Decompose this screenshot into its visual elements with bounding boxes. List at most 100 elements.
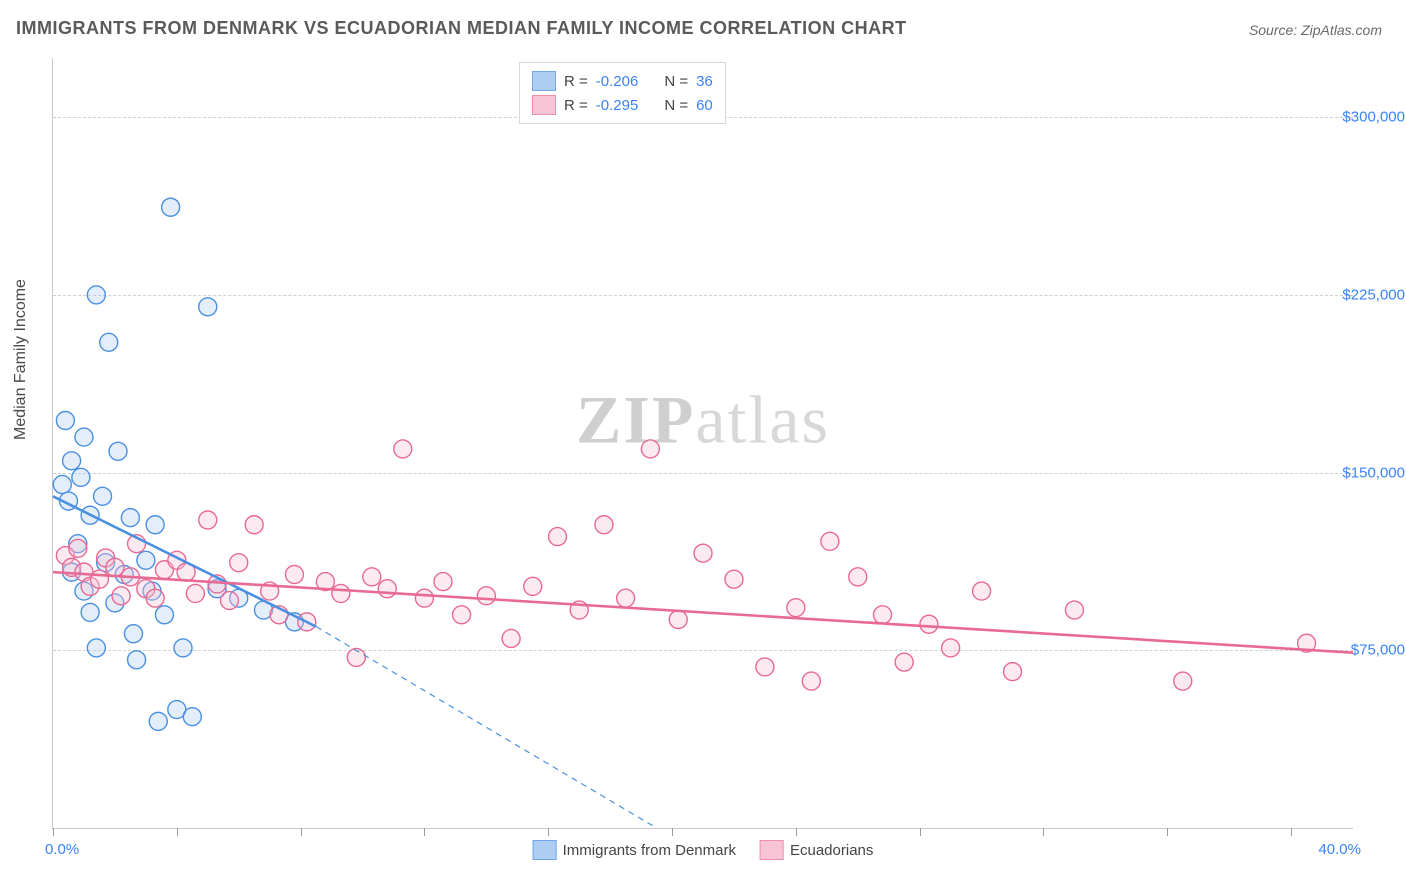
scatter-point [502,629,520,647]
series-legend-label: Ecuadorians [790,842,873,859]
scatter-point [162,198,180,216]
scatter-point [617,589,635,607]
x-axis-tick [548,828,549,836]
series-legend-label: Immigrants from Denmark [563,842,736,859]
scatter-point [53,475,71,493]
legend-swatch-ecuadorian [532,95,556,115]
scatter-point [415,589,433,607]
scatter-point [183,708,201,726]
scatter-point [112,587,130,605]
scatter-point [81,603,99,621]
scatter-point [756,658,774,676]
series-legend: Immigrants from Denmark Ecuadorians [533,840,874,860]
scatter-point [124,625,142,643]
legend-r-value: -0.206 [596,73,639,90]
scatter-point [75,428,93,446]
scatter-point [332,584,350,602]
scatter-point [821,532,839,550]
scatter-point [174,639,192,657]
scatter-point [595,516,613,534]
scatter-point [155,606,173,624]
scatter-point [87,286,105,304]
x-axis-tick [424,828,425,836]
scatter-point [920,615,938,633]
scatter-point [802,672,820,690]
correlation-legend-row: R = -0.295 N = 60 [532,93,713,117]
legend-n-label: N = [664,97,688,114]
scatter-point [669,611,687,629]
legend-n-label: N = [664,73,688,90]
scatter-point [186,584,204,602]
scatter-point [109,442,127,460]
legend-r-label: R = [564,73,588,90]
scatter-point [149,712,167,730]
scatter-svg [53,58,1353,828]
chart-plot-area: ZIPatlas $75,000$150,000$225,000$300,000… [52,58,1353,829]
legend-swatch-ecuadorian [760,840,784,860]
scatter-point [1004,663,1022,681]
scatter-point [121,509,139,527]
scatter-point [106,558,124,576]
x-axis-tick [796,828,797,836]
scatter-point [874,606,892,624]
scatter-point [230,554,248,572]
x-axis-tick [1167,828,1168,836]
x-axis-tick [53,828,54,836]
scatter-point [69,539,87,557]
scatter-point [94,487,112,505]
scatter-point [694,544,712,562]
scatter-point [524,577,542,595]
scatter-point [363,568,381,586]
scatter-point [199,511,217,529]
series-legend-item: Immigrants from Denmark [533,840,736,860]
scatter-point [641,440,659,458]
scatter-point [378,580,396,598]
scatter-point [549,528,567,546]
scatter-point [787,599,805,617]
scatter-point [1065,601,1083,619]
scatter-point [137,551,155,569]
x-axis-tick [672,828,673,836]
x-axis-tick [1043,828,1044,836]
series-legend-item: Ecuadorians [760,840,873,860]
scatter-point [725,570,743,588]
scatter-point [100,333,118,351]
scatter-point [394,440,412,458]
trend-line-extrapolated [316,627,656,828]
x-axis-tick [301,828,302,836]
x-axis-tick [920,828,921,836]
x-axis-tick [177,828,178,836]
scatter-point [87,639,105,657]
x-axis-tick [1291,828,1292,836]
scatter-point [1174,672,1192,690]
scatter-point [199,298,217,316]
scatter-point [942,639,960,657]
source-label: Source: ZipAtlas.com [1249,22,1382,38]
scatter-point [285,565,303,583]
scatter-point [220,592,238,610]
scatter-point [146,589,164,607]
y-axis-title: Median Family Income [12,279,30,440]
legend-n-value: 60 [696,97,713,114]
scatter-point [849,568,867,586]
scatter-point [973,582,991,600]
scatter-point [895,653,913,671]
legend-r-label: R = [564,97,588,114]
scatter-point [347,648,365,666]
scatter-point [477,587,495,605]
scatter-point [434,573,452,591]
chart-title: IMMIGRANTS FROM DENMARK VS ECUADORIAN ME… [16,18,907,39]
scatter-point [63,452,81,470]
correlation-legend: R = -0.206 N = 36 R = -0.295 N = 60 [519,62,726,124]
scatter-point [128,651,146,669]
scatter-point [90,570,108,588]
legend-r-value: -0.295 [596,97,639,114]
x-axis-label-left: 0.0% [45,841,79,858]
scatter-point [146,516,164,534]
legend-swatch-denmark [532,71,556,91]
correlation-legend-row: R = -0.206 N = 36 [532,69,713,93]
scatter-point [245,516,263,534]
scatter-point [72,468,90,486]
scatter-point [56,411,74,429]
legend-n-value: 36 [696,73,713,90]
